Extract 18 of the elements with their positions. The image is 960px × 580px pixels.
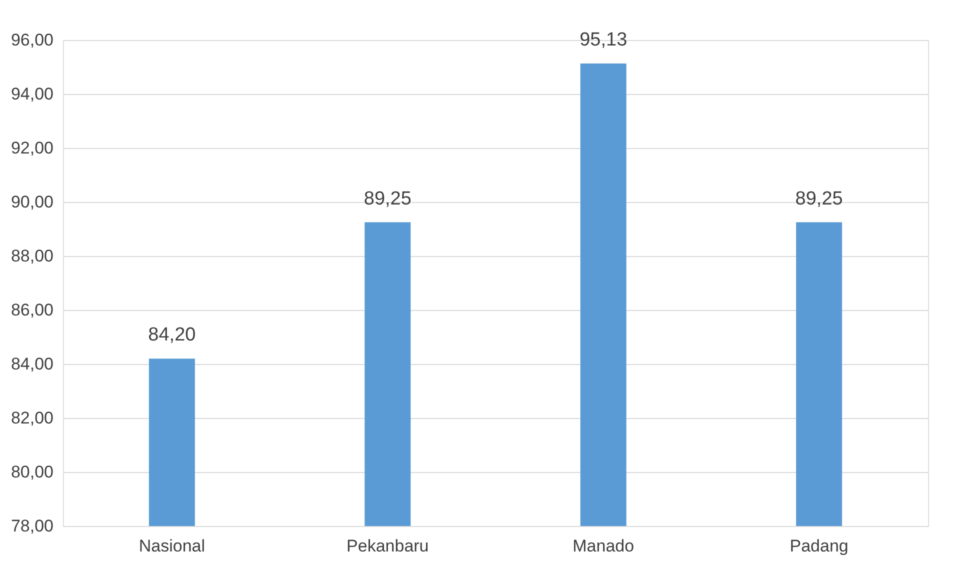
y-tick-label: 88,00 xyxy=(10,246,54,266)
y-tick-label: 86,00 xyxy=(10,300,54,320)
y-tick-label: 96,00 xyxy=(10,30,54,50)
x-tick-label: Nasional xyxy=(138,536,206,556)
y-tick-label: 78,00 xyxy=(10,516,54,536)
y-tick-label: 84,00 xyxy=(10,354,54,374)
x-tick-label: Manado xyxy=(572,536,634,556)
y-tick-label: 80,00 xyxy=(10,462,54,482)
data-label: 84,20 xyxy=(148,324,196,346)
x-tick-label: Pekanbaru xyxy=(346,536,429,556)
y-tick-label: 92,00 xyxy=(10,138,54,158)
y-tick-label: 94,00 xyxy=(10,84,54,104)
y-tick-label: 82,00 xyxy=(10,408,54,428)
y-tick-label: 90,00 xyxy=(10,192,54,212)
x-tick-label: Padang xyxy=(790,536,848,556)
data-label: 89,25 xyxy=(795,188,843,210)
data-label: 89,25 xyxy=(364,188,412,210)
data-label: 95,13 xyxy=(580,29,628,50)
